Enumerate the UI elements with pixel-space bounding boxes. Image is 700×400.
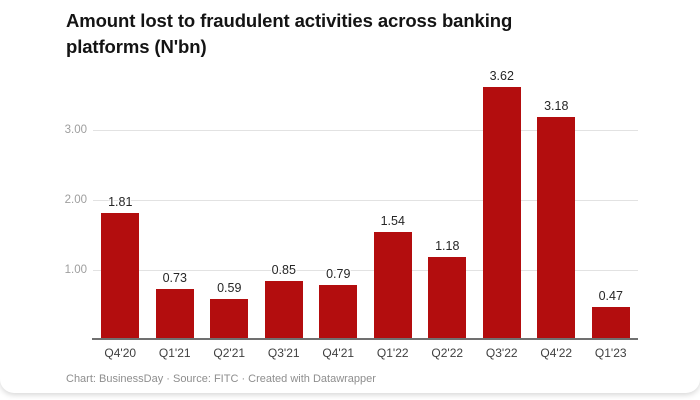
y-tick-label: 1.00 [64, 264, 87, 276]
bar-value-label: 0.59 [217, 280, 242, 295]
bar[interactable] [319, 284, 358, 340]
bar-column: 0.47 [584, 289, 639, 340]
gridline [93, 270, 638, 271]
bar[interactable] [373, 232, 412, 340]
bar[interactable] [101, 213, 140, 340]
x-axis-labels: Q4'20 Q1'21 Q2'21 Q3'21 Q4'21 Q1'22 Q2'22 Q3'22… [93, 346, 638, 360]
chart-attribution: Chart: BusinessDay · Source: FITC · Crea… [66, 373, 376, 385]
x-tick-label: Q3'22 [485, 346, 518, 360]
x-axis-line [92, 338, 638, 340]
bar[interactable] [264, 280, 303, 340]
bar-value-label: 0.73 [162, 270, 187, 285]
x-tick-label: Q2'22 [431, 346, 464, 360]
bar[interactable] [428, 257, 467, 340]
bar-chart-plot-area: 1.81 0.73 0.59 0.85 0.79 1.54 1.18 3.62 3.18 0.47 [93, 69, 639, 340]
bar-column: 0.73 [148, 271, 203, 340]
x-tick-label: Q4'21 [322, 346, 355, 360]
chart-title: Amount lost to fraudulent activities acr… [66, 10, 513, 57]
bar-column: 0.79 [311, 267, 366, 340]
x-tick-label: Q2'21 [213, 346, 246, 360]
bar-value-label: 1.81 [108, 195, 133, 210]
gridline [93, 130, 638, 131]
bar-column: 1.18 [420, 239, 475, 340]
gridline [93, 200, 638, 201]
bar-value-label: 0.79 [326, 266, 351, 281]
x-tick-label: Q4'20 [104, 346, 137, 360]
y-tick-label: 2.00 [64, 194, 87, 206]
bar-value-label: 1.54 [380, 214, 405, 229]
bar[interactable] [155, 288, 194, 340]
bar-column: 1.54 [366, 214, 421, 340]
x-tick-label: Q1'21 [158, 346, 191, 360]
x-tick-label: Q1'23 [594, 346, 627, 360]
bar-value-label: 3.62 [489, 68, 514, 83]
bar-value-label: 3.18 [544, 99, 569, 114]
bar-column: 1.81 [93, 195, 148, 340]
y-tick-label: 3.00 [64, 124, 87, 136]
bar[interactable] [482, 86, 521, 340]
bar[interactable] [537, 117, 576, 340]
bar[interactable] [210, 298, 249, 340]
bar-value-label: 0.47 [598, 289, 623, 304]
x-tick-label: Q3'21 [267, 346, 300, 360]
bar-column: 0.59 [202, 281, 257, 340]
bar-column: 0.85 [257, 262, 312, 340]
x-tick-label: Q4'22 [540, 346, 573, 360]
bar-value-label: 1.18 [435, 239, 460, 254]
bar[interactable] [591, 307, 630, 340]
x-tick-label: Q1'22 [376, 346, 409, 360]
bar-column: 3.62 [475, 69, 530, 340]
bar-column: 3.18 [529, 99, 584, 340]
bar-value-label: 0.85 [271, 262, 296, 277]
